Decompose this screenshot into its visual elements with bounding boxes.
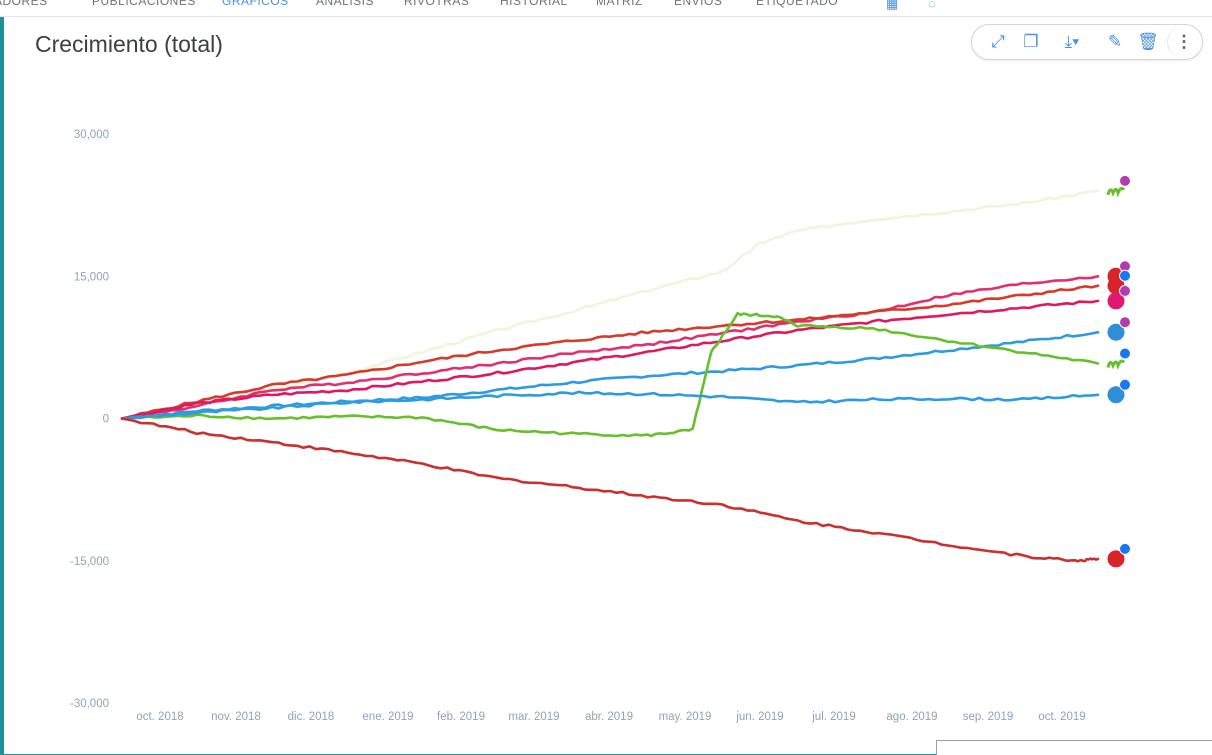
bottom-panel-edge bbox=[936, 740, 1212, 755]
chart-panel: Crecimiento (total) ⤢ ❐ ⤓▾ ✎ 🗑 ⋮ bbox=[4, 17, 1212, 754]
brand-marker-3 bbox=[1107, 292, 1125, 310]
y-tick-label: 0 bbox=[103, 414, 109, 426]
y-tick-label: 30,000 bbox=[74, 129, 109, 141]
y-tick-label: -30,000 bbox=[70, 698, 109, 710]
x-tick-label: oct. 2018 bbox=[136, 711, 183, 723]
copy-icon[interactable]: ❐ bbox=[1023, 32, 1039, 51]
info-icon[interactable]: ◌ bbox=[928, 0, 936, 11]
chart-title: Crecimiento (total) bbox=[35, 31, 223, 57]
series-line-2 bbox=[120, 284, 1100, 420]
top-navigation: ADORES PUBLICACIONES GRÁFICOS ANÁLISIS R… bbox=[0, 0, 1212, 17]
nav-item-8[interactable]: ETIQUETADO bbox=[756, 0, 839, 8]
nav-item-3[interactable]: ANÁLISIS bbox=[316, 0, 375, 8]
facebook-icon bbox=[1119, 347, 1131, 360]
brand-marker-4 bbox=[1107, 323, 1125, 341]
brand-marker-0 bbox=[1106, 186, 1126, 198]
pencil-icon[interactable]: ✎ bbox=[1107, 32, 1123, 51]
x-tick-label: feb. 2019 bbox=[437, 711, 485, 723]
x-tick-label: abr. 2019 bbox=[585, 711, 633, 723]
trash-icon[interactable]: 🗑 bbox=[1137, 32, 1159, 51]
brand-marker-5 bbox=[1106, 359, 1126, 370]
series-line-7 bbox=[120, 417, 1100, 563]
series-line-3 bbox=[120, 299, 1100, 420]
download-icon[interactable]: ⤓▾ bbox=[1064, 32, 1080, 51]
x-tick-label: ago. 2019 bbox=[886, 711, 937, 723]
x-tick-label: oct. 2019 bbox=[1038, 711, 1085, 723]
calendar-icon[interactable]: ▦ bbox=[886, 0, 899, 11]
instagram-icon bbox=[1119, 316, 1131, 329]
series-line-4 bbox=[120, 330, 1100, 420]
brand-marker-7 bbox=[1107, 550, 1125, 568]
x-tick-label: nov. 2018 bbox=[211, 711, 261, 723]
nav-item-7[interactable]: ENVÍOS bbox=[674, 0, 723, 8]
nav-item-1[interactable]: PUBLICACIONES bbox=[92, 0, 196, 8]
facebook-icon bbox=[1119, 269, 1131, 282]
x-tick-label: ene. 2019 bbox=[362, 711, 413, 723]
series-line-6 bbox=[120, 390, 1100, 420]
instagram-icon bbox=[1119, 284, 1131, 297]
facebook-icon bbox=[1119, 378, 1131, 391]
nav-item-4[interactable]: RIVOTRAS bbox=[404, 0, 470, 8]
more-vertical-icon[interactable]: ⋮ bbox=[1167, 26, 1200, 58]
facebook-icon bbox=[1119, 542, 1131, 555]
instagram-icon bbox=[1119, 174, 1131, 187]
expand-icon[interactable]: ⤢ bbox=[991, 32, 1005, 51]
x-tick-label: may. 2019 bbox=[659, 711, 712, 723]
x-tick-label: jul. 2019 bbox=[811, 711, 855, 723]
chart-toolbar: ⤢ ❐ ⤓▾ ✎ 🗑 ⋮ bbox=[971, 24, 1203, 60]
x-tick-label: dic. 2018 bbox=[288, 711, 335, 723]
series-line-5 bbox=[120, 311, 1100, 438]
x-tick-label: sep. 2019 bbox=[963, 711, 1014, 723]
series-line-0 bbox=[120, 189, 1100, 420]
y-tick-label: 15,000 bbox=[74, 271, 109, 283]
series-line-1 bbox=[120, 275, 1100, 420]
brand-marker-6 bbox=[1107, 386, 1125, 404]
nav-item-2[interactable]: GRÁFICOS bbox=[222, 0, 289, 8]
nav-item-0[interactable]: ADORES bbox=[0, 0, 48, 8]
x-tick-label: jun. 2019 bbox=[735, 711, 783, 723]
nav-item-6[interactable]: MATRIZ bbox=[596, 0, 643, 8]
y-tick-label: -15,000 bbox=[70, 556, 109, 568]
x-tick-label: mar. 2019 bbox=[508, 711, 559, 723]
nav-item-5[interactable]: HISTORIAL bbox=[500, 0, 568, 8]
